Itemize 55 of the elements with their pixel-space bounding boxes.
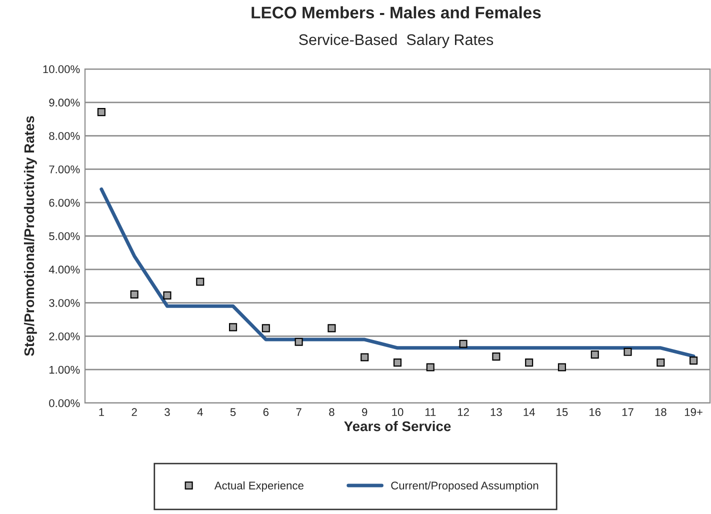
y-tick-label: 10.00% <box>43 65 80 74</box>
x-tick-label: 16 <box>590 408 601 416</box>
point <box>360 353 369 362</box>
x-tick-label: 14 <box>524 408 535 416</box>
x-tick-label: 11 <box>425 408 436 416</box>
x-tick-label: 7 <box>296 408 302 416</box>
x-tick-label: 10 <box>392 408 404 416</box>
x-tick-label: 18 <box>655 408 666 416</box>
point <box>459 340 468 348</box>
x-axis-title: Years of Service <box>344 420 451 432</box>
point <box>656 358 665 367</box>
y-tick-label: 8.00% <box>49 132 80 140</box>
y-tick-label: 3.00% <box>49 299 80 307</box>
y-axis-title: Step/Promotional/Productivity Rates <box>24 116 37 356</box>
x-tick-label: 4 <box>197 408 203 416</box>
legend-label: Actual Experience <box>214 481 304 492</box>
point <box>393 358 402 367</box>
y-tick-label: 5.00% <box>49 232 80 240</box>
point <box>426 363 434 372</box>
point <box>130 290 138 298</box>
x-tick-label: 9 <box>362 408 368 416</box>
x-tick-label: 5 <box>230 408 236 416</box>
x-tick-label: 6 <box>263 408 269 416</box>
point <box>229 323 238 332</box>
y-tick-label: 7.00% <box>49 165 80 174</box>
x-tick-label: 17 <box>622 408 634 416</box>
x-tick-label: 12 <box>458 408 469 416</box>
x-tick-label: 2 <box>132 408 137 416</box>
x-tick-label: 19+ <box>684 408 702 416</box>
y-tick-label: 0.00% <box>49 399 80 408</box>
legend-label: Current/Proposed Assumption <box>391 481 538 492</box>
x-tick-label: 3 <box>164 408 170 416</box>
point <box>294 338 303 346</box>
point <box>690 356 698 365</box>
point <box>163 291 172 300</box>
point <box>97 108 106 116</box>
point <box>196 278 204 286</box>
point <box>624 348 632 356</box>
x-tick-label: 1 <box>99 408 104 416</box>
point <box>328 324 336 332</box>
chart-subtitle: Service-Based Salary Rates <box>299 34 494 48</box>
point <box>492 352 500 361</box>
point <box>525 358 534 367</box>
y-tick-label: 4.00% <box>48 266 80 274</box>
point <box>590 350 599 359</box>
y-tick-label: 1.00% <box>49 366 80 374</box>
x-tick-label: 15 <box>556 408 568 416</box>
y-tick-label: 2.00% <box>49 332 80 340</box>
point <box>262 324 270 332</box>
y-tick-label: 9.00% <box>49 98 80 107</box>
x-tick-label: 8 <box>329 408 334 416</box>
y-tick-label: 6.00% <box>49 198 80 207</box>
x-tick-label: 13 <box>490 408 502 416</box>
chart-title: LECO Members - Males and Females <box>252 6 541 18</box>
point <box>558 363 566 372</box>
